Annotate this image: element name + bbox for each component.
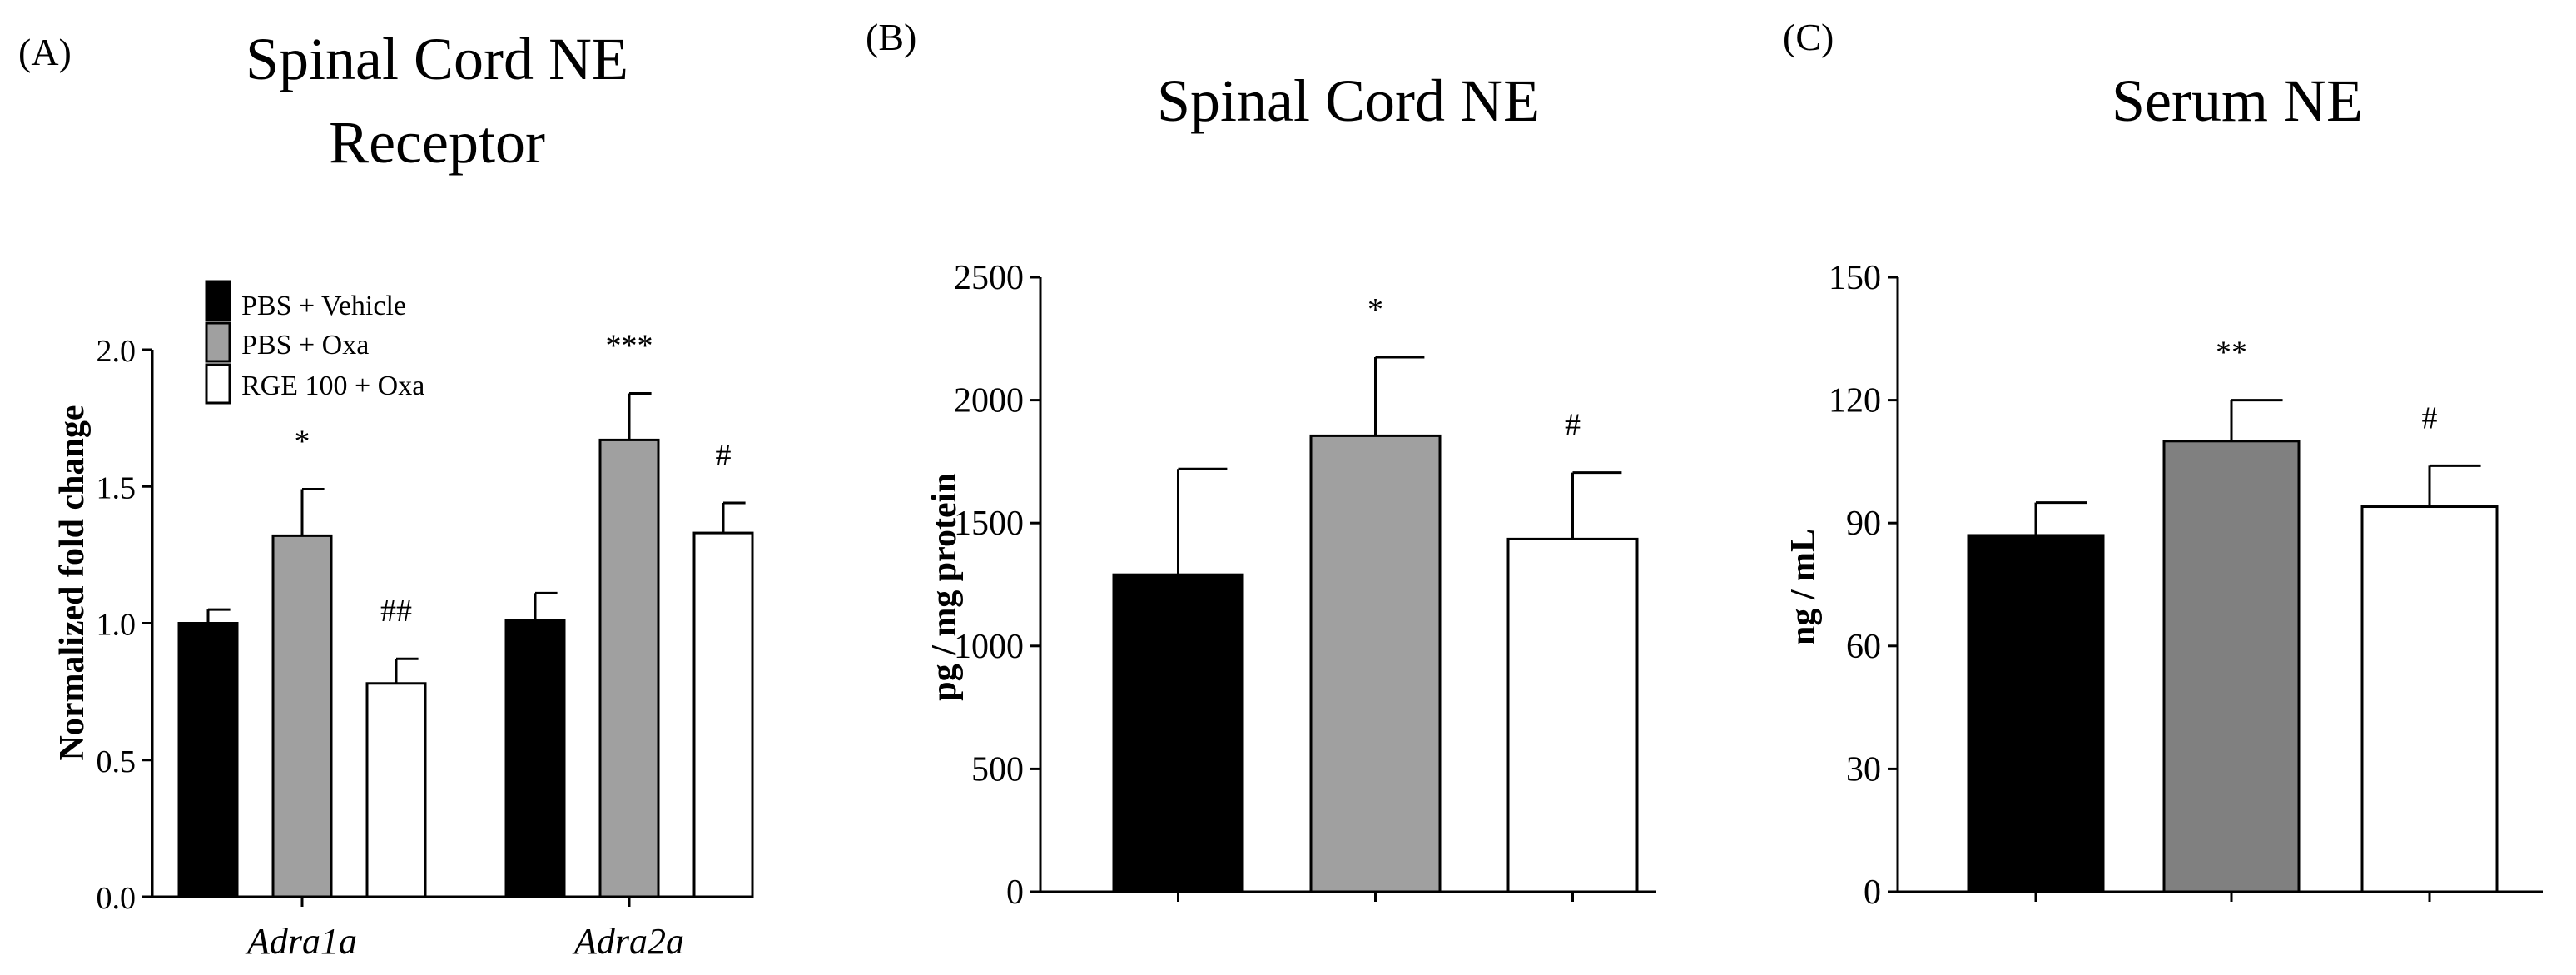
panel-c-group-1-bar	[2162, 440, 2301, 893]
panel-a-category-label: Adra1a	[245, 921, 357, 962]
panel-a-y-axis-label: Normalized fold change	[53, 405, 92, 761]
legend-swatch-pbs-vehicle	[205, 280, 231, 321]
panel-c-title: Serum NE	[2112, 67, 2363, 134]
panel-c-y-axis-label: ng / mL	[1784, 529, 1823, 645]
panel-b-group-1-bar	[1309, 434, 1442, 893]
panel-a-y-tick-label: 0.5	[97, 744, 136, 779]
panel-c-y-tick-label: 90	[1846, 505, 1881, 543]
panel-a-category-label: Adra2a	[572, 921, 684, 962]
panel-b-y-axis-label: pg / mg protein	[926, 473, 964, 700]
panel-c-label: (C)	[1783, 16, 1834, 58]
panel-b-group-2-bar	[1506, 537, 1639, 893]
panel-c-y-tick-label: 0	[1864, 873, 1881, 912]
panel-a-title-line-2: Receptor	[329, 109, 545, 176]
panel-c-group-2-significance-label: #	[2422, 400, 2438, 435]
panel-b-label: (B)	[866, 16, 916, 58]
panel-a-label: (A)	[18, 31, 72, 73]
panel-a-y-tick-label: 2.0	[97, 334, 136, 369]
panel-c-group-0-bar	[1967, 534, 2105, 893]
panel-c-group-2-bar	[2360, 505, 2499, 893]
legend-label-pbs-vehicle: PBS + Vehicle	[241, 291, 406, 321]
panel-a-y-tick-label: 1.5	[97, 470, 136, 505]
panel-b: (B) Spinal Cord NE pg / mg protein 0 500 1…	[866, 16, 1656, 912]
panel-b-plot-area: 0 500 1000 1500 2000 2500 * #	[954, 259, 1656, 912]
panel-a-adra2a-series-2-bar	[692, 531, 754, 898]
panel-a-adra1a-series-2-bar	[365, 682, 427, 898]
legend-swatch-pbs-oxa	[205, 321, 231, 363]
panel-a-title-line-1: Spinal Cord NE	[246, 26, 628, 92]
panel-a-adra2a-series-2-significance-label: #	[716, 438, 732, 473]
panel-a-adra2a-series-0-bar	[504, 619, 566, 898]
panel-c-y-tick-label: 30	[1846, 750, 1881, 788]
panel-b-y-tick-label: 1500	[954, 505, 1024, 543]
panel-c-y-tick-label: 120	[1829, 382, 1881, 420]
panel-a: (A) Spinal Cord NE Receptor Normalized f…	[18, 26, 754, 962]
panel-b-y-tick-label: 0	[1006, 873, 1024, 912]
panel-c-y-tick-label: 60	[1846, 628, 1881, 666]
panel-c-plot-area: 0 30 60 90 120 150 ** #	[1829, 259, 2543, 912]
panel-a-y-tick-label: 0.0	[97, 881, 136, 916]
legend-label-rge-oxa: RGE 100 + Oxa	[241, 371, 424, 401]
panel-c-group-1-significance-label: **	[2216, 336, 2247, 371]
panel-a-adra1a-series-2-significance-label: ##	[380, 594, 412, 629]
panel-a-plot-area: 0.0 0.5 1.0 1.5 2.0 * ## Adra1a *** # Adra2a	[97, 329, 754, 962]
panel-a-adra2a-series-1-bar	[598, 438, 660, 898]
panel-b-title: Spinal Cord NE	[1157, 67, 1540, 134]
panel-a-adra2a-series-1-significance-label: ***	[606, 329, 653, 364]
panel-a-adra1a-series-0-bar	[177, 622, 239, 898]
panel-a-legend: PBS + Vehicle PBS + Oxa RGE 100 + Oxa	[205, 280, 424, 405]
panel-c: (C) Serum NE ng / mL 0 30 60 90 120 150 ** #	[1783, 16, 2543, 912]
panel-b-y-tick-label: 2500	[954, 259, 1024, 297]
panel-c-y-tick-label: 150	[1829, 259, 1881, 297]
panel-b-group-2-significance-label: #	[1565, 408, 1581, 443]
panel-a-adra1a-series-1-significance-label: *	[295, 425, 310, 460]
panel-b-y-tick-label: 1000	[954, 628, 1024, 666]
panel-a-y-tick-label: 1.0	[97, 608, 136, 643]
panel-a-adra1a-series-1-bar	[271, 534, 333, 898]
panel-b-y-tick-label: 2000	[954, 382, 1024, 420]
panel-b-y-tick-label: 500	[971, 750, 1024, 788]
panel-b-group-1-significance-label: *	[1367, 292, 1383, 327]
legend-swatch-rge-oxa	[205, 363, 231, 405]
panel-b-group-0-bar	[1112, 573, 1244, 893]
legend-label-pbs-oxa: PBS + Oxa	[241, 330, 369, 361]
